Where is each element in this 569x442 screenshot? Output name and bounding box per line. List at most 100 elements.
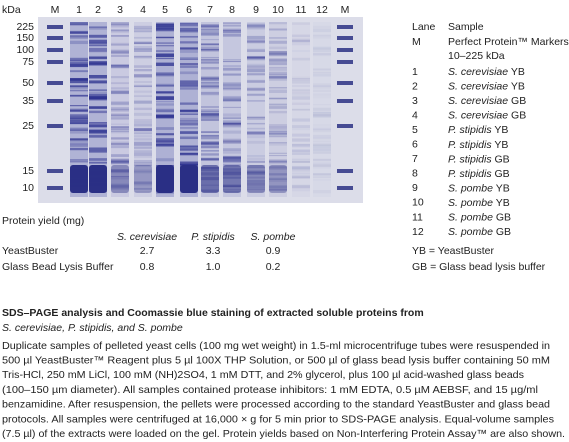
band	[111, 117, 129, 120]
band	[247, 69, 265, 73]
band	[313, 164, 331, 168]
band	[70, 61, 88, 65]
band	[269, 53, 287, 57]
band	[292, 144, 310, 146]
band	[201, 136, 219, 140]
band	[201, 158, 219, 161]
band	[134, 142, 152, 146]
band	[70, 120, 88, 124]
band	[111, 113, 129, 117]
marker-band	[337, 99, 353, 103]
band	[134, 160, 152, 163]
lane-smear	[201, 22, 219, 197]
band	[134, 191, 152, 193]
species: S. pombe	[448, 197, 493, 209]
band	[223, 95, 241, 99]
band	[269, 133, 287, 135]
band	[247, 55, 265, 58]
band	[180, 35, 198, 38]
band	[70, 147, 88, 151]
band	[247, 164, 265, 168]
band	[201, 25, 219, 28]
band	[111, 160, 129, 163]
band	[269, 22, 287, 25]
band	[201, 111, 219, 114]
band	[180, 112, 198, 114]
band	[292, 95, 310, 97]
band	[292, 40, 310, 43]
band	[223, 157, 241, 161]
band	[313, 152, 331, 153]
marker-band	[337, 60, 353, 64]
band	[223, 122, 241, 126]
band	[111, 87, 129, 90]
band	[180, 136, 198, 140]
band	[269, 159, 287, 162]
band	[70, 109, 88, 113]
lysis: YB	[496, 197, 510, 209]
band	[247, 189, 265, 193]
band	[89, 61, 107, 65]
band	[223, 33, 241, 37]
band	[111, 51, 129, 55]
band	[223, 106, 241, 108]
band	[156, 50, 174, 53]
band	[247, 173, 265, 176]
band	[292, 103, 310, 105]
band	[223, 65, 241, 68]
lane-label: 1	[76, 4, 82, 16]
band	[292, 176, 310, 178]
band	[111, 162, 129, 165]
band	[70, 35, 88, 38]
band	[201, 106, 219, 108]
band	[292, 39, 310, 42]
band	[134, 42, 152, 44]
marker-band	[337, 48, 353, 52]
band	[223, 22, 241, 25]
band	[156, 74, 174, 77]
column-header: S. cerevisiae	[117, 231, 177, 243]
band	[201, 78, 219, 81]
marker-band	[337, 124, 353, 128]
band	[201, 118, 219, 121]
band	[111, 145, 129, 149]
band	[313, 112, 331, 114]
band	[292, 168, 310, 169]
band	[201, 146, 219, 149]
band	[134, 183, 152, 186]
band	[313, 127, 331, 131]
band	[111, 123, 129, 125]
band	[223, 88, 241, 91]
legend-sample: P. stipidis GB	[448, 153, 510, 165]
band	[292, 139, 310, 142]
band	[156, 97, 174, 100]
band	[70, 80, 88, 84]
marker-band	[47, 48, 63, 52]
marker-band	[337, 169, 353, 173]
band	[134, 164, 152, 167]
band	[134, 30, 152, 33]
band	[247, 39, 265, 43]
band	[247, 80, 265, 83]
band	[70, 57, 88, 61]
band	[269, 103, 287, 105]
band	[247, 87, 265, 91]
band	[156, 53, 174, 58]
band	[201, 81, 219, 85]
band	[134, 128, 152, 131]
band	[247, 88, 265, 92]
band	[89, 161, 107, 164]
lane-label: 7	[207, 4, 213, 16]
band	[292, 80, 310, 84]
legend-sample: S. cerevisiae GB	[448, 109, 526, 121]
band	[313, 144, 331, 146]
band	[111, 55, 129, 57]
lane-smear	[89, 22, 107, 197]
band	[313, 36, 331, 38]
band	[70, 129, 88, 131]
lysis: GB	[511, 109, 526, 121]
band	[134, 81, 152, 84]
band	[292, 127, 310, 130]
band	[223, 67, 241, 71]
band	[269, 135, 287, 138]
